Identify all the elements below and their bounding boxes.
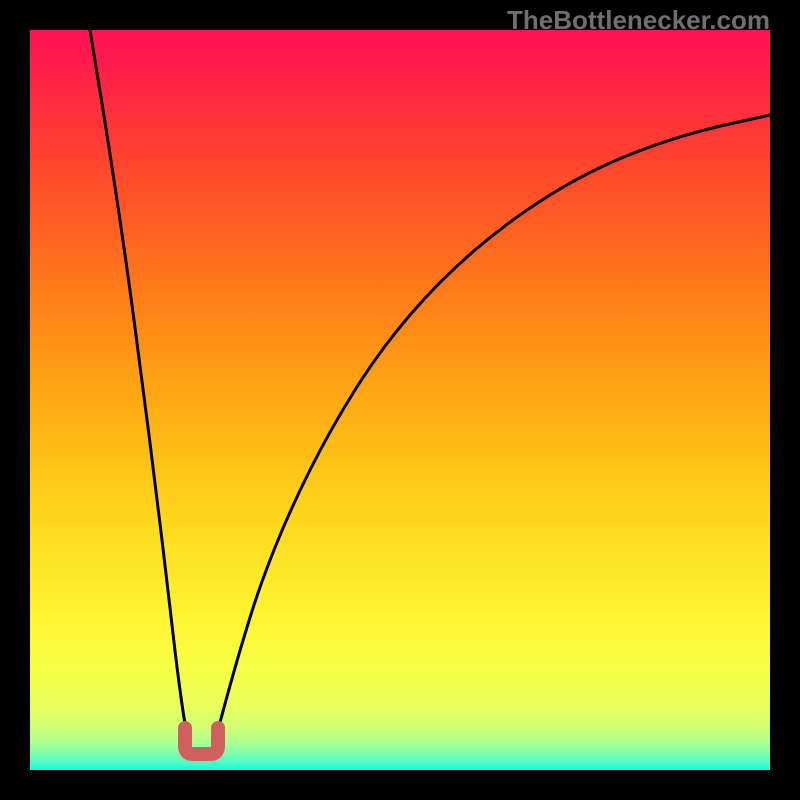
dip-marker [185,728,218,754]
bottleneck-curve-right [213,115,770,745]
watermark-label: TheBottlenecker.com [507,5,770,36]
chart-canvas: TheBottlenecker.com [0,0,800,800]
curve-layer [0,0,800,800]
bottleneck-curve-left [90,30,190,745]
